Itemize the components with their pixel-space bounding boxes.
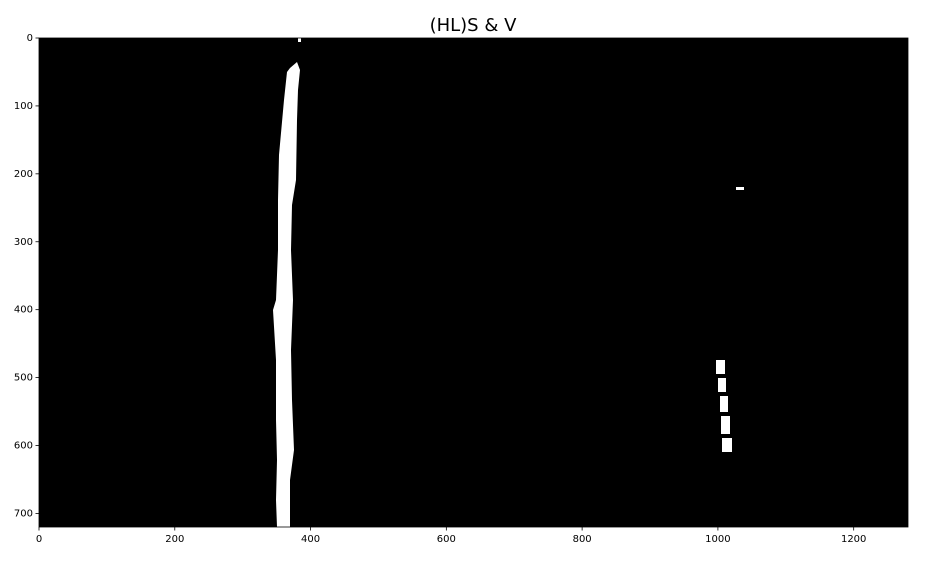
y-tick-label: 700 [14, 508, 33, 519]
x-tick-label: 0 [36, 534, 42, 545]
right-lane [722, 438, 732, 452]
y-tick-label: 200 [14, 169, 33, 180]
x-tick-label: 400 [301, 534, 320, 545]
right-lane [720, 396, 728, 412]
y-tick-label: 0 [27, 33, 33, 44]
x-tick-label: 600 [437, 534, 456, 545]
y-tick-label: 100 [14, 101, 33, 112]
right-lane [716, 360, 725, 374]
axes-frame [38, 37, 909, 528]
speck [736, 187, 744, 190]
x-tick-label: 200 [165, 534, 184, 545]
x-tick-label: 1200 [841, 534, 866, 545]
x-tick-label: 800 [573, 534, 592, 545]
right-lane [718, 378, 726, 392]
left-lane-top [298, 38, 301, 42]
right-lane [721, 416, 730, 434]
lane-pixels [273, 38, 744, 527]
chart-title: (HL)S & V [430, 15, 518, 36]
y-tick-label: 600 [14, 441, 33, 452]
x-tick-label: 1000 [705, 534, 730, 545]
y-tick-label: 400 [14, 305, 33, 316]
image-background [39, 38, 908, 527]
left-lane [273, 62, 300, 527]
y-tick-label: 300 [14, 237, 33, 248]
y-tick-label: 500 [14, 373, 33, 384]
